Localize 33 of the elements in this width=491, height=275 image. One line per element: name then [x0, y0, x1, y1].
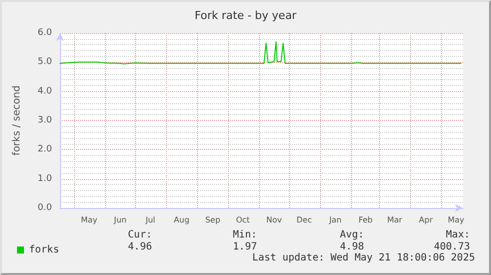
- x-tick-label: Jul: [144, 216, 156, 224]
- text: Min:: [232, 230, 257, 240]
- y-tick-label: 2.0: [38, 144, 52, 155]
- chart-title: Fork rate - by year: [194, 9, 297, 22]
- text: Last update: Wed May 21 18:00:06 2025: [252, 252, 475, 264]
- x-tick-label: Jan: [328, 216, 342, 224]
- y-tick-label: 1.0: [38, 174, 52, 184]
- legend-label: forks: [29, 244, 60, 256]
- y-axis-title: forks / second: [12, 85, 22, 156]
- text: Cur:: [128, 230, 152, 240]
- y-tick-label: 0.0: [38, 203, 52, 213]
- x-tick-label: Sep: [205, 216, 220, 224]
- y-tick-label: 5.0: [38, 57, 52, 68]
- x-tick-label: Feb: [358, 216, 373, 224]
- text: 1.97: [232, 242, 257, 252]
- x-tick-label: Apr: [418, 216, 434, 224]
- x-tick-label: Dec: [296, 216, 312, 224]
- x-tick-label: May: [448, 216, 464, 224]
- x-tick-label: Aug: [174, 216, 190, 224]
- x-tick-label: Mar: [387, 216, 403, 224]
- y-tick-label: 6.0: [38, 28, 52, 38]
- text: Max:: [446, 230, 470, 240]
- x-tick-label: Jun: [113, 216, 127, 224]
- text: 4.98: [340, 242, 364, 252]
- x-tick-label: Oct: [236, 216, 250, 224]
- x-tick-label: May: [80, 216, 98, 224]
- text: 400.73: [434, 242, 470, 252]
- x-tick-label: Nov: [266, 216, 282, 224]
- text: Avg:: [340, 230, 364, 240]
- text: 4.96: [128, 242, 152, 252]
- y-tick-label: 3.0: [38, 116, 52, 126]
- y-tick-label: 4.0: [38, 86, 52, 96]
- line-series: [60, 41, 462, 64]
